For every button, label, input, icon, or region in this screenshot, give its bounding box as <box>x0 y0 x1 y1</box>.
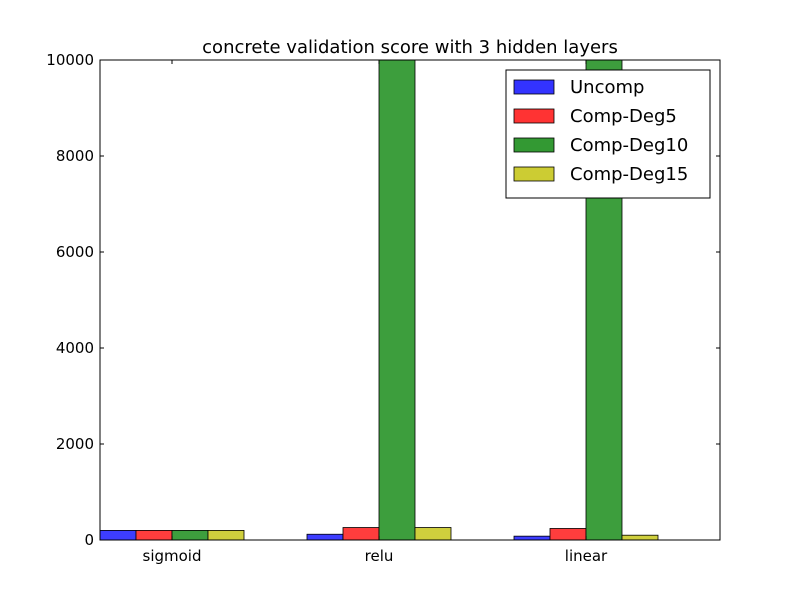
legend-swatch-uncomp <box>513 79 555 95</box>
bar-relu-uncomp <box>306 533 344 541</box>
legend-label-uncomp: Uncomp <box>570 77 644 98</box>
bar-linear-uncomp <box>513 535 551 541</box>
y-tick-label: 8000 <box>56 147 94 165</box>
y-tick-label: 6000 <box>56 243 94 261</box>
bar-linear-comp-deg5 <box>549 528 587 541</box>
x-tick-label-linear: linear <box>565 547 608 565</box>
bar-sigmoid-comp-deg15 <box>207 530 245 541</box>
legend-swatch-comp-deg5 <box>513 108 555 124</box>
bar-linear-comp-deg15 <box>621 534 659 541</box>
x-tick-label-relu: relu <box>365 547 394 565</box>
bar-sigmoid-uncomp <box>99 530 137 541</box>
bar-sigmoid-comp-deg10 <box>171 530 209 541</box>
legend-label-comp-deg10: Comp-Deg10 <box>570 135 688 156</box>
bar-relu-comp-deg5 <box>342 527 380 541</box>
bar-relu-comp-deg15 <box>414 527 452 541</box>
bar-sigmoid-comp-deg5 <box>135 530 173 541</box>
y-tick-label: 10000 <box>46 51 94 69</box>
bar-relu-comp-deg10 <box>378 59 416 541</box>
y-tick-label: 4000 <box>56 339 94 357</box>
y-tick-label: 0 <box>84 531 94 549</box>
legend-label-comp-deg15: Comp-Deg15 <box>570 164 688 185</box>
legend-label-comp-deg5: Comp-Deg5 <box>570 106 677 127</box>
chart-title: concrete validation score with 3 hidden … <box>202 37 618 58</box>
x-tick-label-sigmoid: sigmoid <box>143 547 202 565</box>
plot-frame <box>99 59 721 541</box>
axes-group: 0 2000 4000 6000 8000 10000 sigmoid relu linear <box>46 51 720 565</box>
legend-swatch-comp-deg10 <box>513 137 555 153</box>
y-tick-label: 2000 <box>56 435 94 453</box>
legend-swatch-comp-deg15 <box>513 166 555 182</box>
legend: Uncomp Comp-Deg5 Comp-Deg10 Comp-Deg15 <box>505 69 711 199</box>
